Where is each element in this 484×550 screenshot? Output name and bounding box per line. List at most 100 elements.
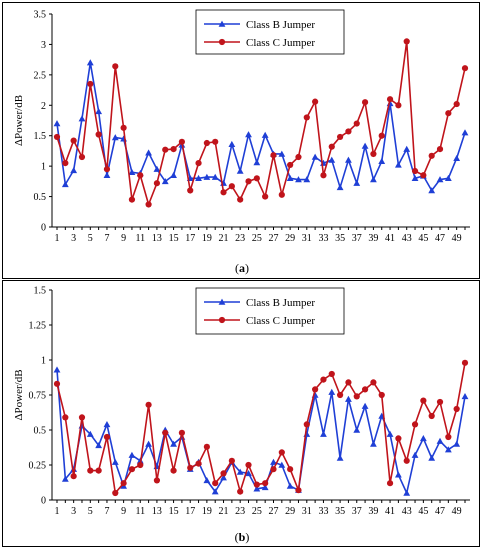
x-tick-label: 9 [121, 506, 126, 517]
class-b-point [261, 484, 269, 491]
panel-b-caption: (b) [235, 530, 250, 544]
class-c-point [395, 435, 402, 442]
class-c-point [53, 133, 61, 141]
x-tick-label: 25 [252, 506, 262, 517]
x-tick-label: 7 [104, 233, 109, 244]
x-tick-label: 13 [152, 233, 162, 244]
class-b-point [270, 458, 277, 465]
class-c-point [228, 183, 235, 190]
y-axis-title: ΔPower/dB [13, 95, 25, 146]
x-tick-label: 43 [402, 506, 412, 517]
x-tick-label: 7 [104, 506, 109, 517]
x-tick-label: 39 [368, 233, 378, 244]
panel-a-caption-letter: a [239, 261, 245, 275]
class-c-point [420, 397, 427, 404]
y-tick-label: 3 [41, 40, 46, 51]
x-tick-label: 29 [285, 233, 295, 244]
class-c-point [361, 386, 369, 393]
class-b-point [311, 153, 319, 160]
class-c-point [212, 138, 219, 145]
class-b-point [211, 488, 219, 495]
x-tick-label: 5 [88, 233, 93, 244]
class-c-point [378, 391, 385, 399]
class-c-point [245, 178, 252, 185]
x-tick-label: 31 [302, 506, 312, 517]
class-c-point [95, 131, 102, 138]
class-b-point [336, 454, 344, 461]
class-b-point [53, 120, 61, 127]
legend-label-class-b: Class B Jumper [246, 19, 315, 31]
x-tick-label: 35 [335, 233, 345, 244]
class-c-point [370, 379, 377, 386]
y-tick-label: 0.5 [34, 192, 47, 203]
class-c-point [378, 132, 385, 139]
panel-a-caption: (a) [235, 261, 249, 275]
class-c-point [295, 153, 302, 161]
class-c-point [78, 153, 86, 161]
class-b-point [303, 176, 311, 183]
class-b-point [86, 59, 94, 66]
class-b-point [245, 131, 252, 138]
class-b-point [128, 451, 136, 458]
class-c-point [220, 470, 227, 477]
class-c-point [312, 98, 319, 105]
class-c-point [278, 449, 285, 456]
class-b-point [345, 156, 352, 163]
class-c-point [461, 65, 469, 72]
y-tick-label: 0.25 [29, 461, 47, 472]
x-tick-label: 1 [55, 233, 60, 244]
class-c-point [220, 189, 227, 196]
class-c-point [353, 120, 360, 127]
x-tick-label: 47 [435, 233, 445, 244]
class-b-point [203, 173, 211, 180]
x-tick-label: 1 [55, 506, 60, 517]
legend-label-class-c: Class C Jumper [246, 37, 315, 49]
class-c-point [137, 172, 144, 179]
class-c-point [386, 96, 394, 103]
class-c-point [203, 139, 210, 147]
class-c-point [403, 457, 410, 464]
class-b-point [345, 395, 352, 402]
x-tick-label: 17 [185, 233, 195, 244]
x-tick-label: 11 [135, 233, 145, 244]
class-b-point [453, 154, 461, 161]
class-c-point [212, 480, 219, 487]
class-c-point [353, 393, 360, 400]
x-tick-label: 19 [202, 506, 212, 517]
class-c-point [95, 467, 102, 474]
class-b-point [411, 174, 419, 182]
x-tick-label: 3 [71, 233, 76, 244]
class-b-point [353, 426, 361, 433]
class-c-point [328, 143, 335, 150]
x-tick-label: 39 [368, 506, 378, 517]
class-c-point [303, 114, 310, 121]
class-b-point [320, 430, 327, 437]
class-b-point [70, 167, 78, 174]
class-b-point [170, 171, 177, 178]
legend-marker-triangle [218, 298, 226, 305]
y-axis-title: ΔPower/dB [13, 369, 25, 420]
class-b-point [53, 366, 61, 373]
class-b-point [278, 150, 286, 157]
panel-b-caption-letter: b [239, 530, 246, 544]
y-tick-label: 1.5 [34, 131, 47, 142]
x-tick-label: 17 [185, 506, 195, 517]
x-tick-label: 27 [268, 233, 278, 244]
y-tick-label: 1 [41, 356, 46, 367]
class-c-point [420, 172, 427, 179]
class-c-point [145, 401, 152, 408]
x-tick-label: 19 [202, 233, 212, 244]
class-c-point [386, 480, 394, 487]
x-tick-label: 5 [88, 506, 93, 517]
class-c-point [187, 187, 194, 194]
class-b-point [328, 388, 336, 395]
legend-box [195, 9, 345, 55]
class-b-point [236, 167, 244, 174]
class-c-point [328, 370, 335, 378]
class-c-point [178, 138, 185, 145]
class-c-point [145, 201, 152, 208]
class-b-point [353, 179, 361, 186]
class-c-point [370, 150, 377, 158]
class-c-point [253, 175, 260, 182]
class-b-point [86, 430, 94, 437]
